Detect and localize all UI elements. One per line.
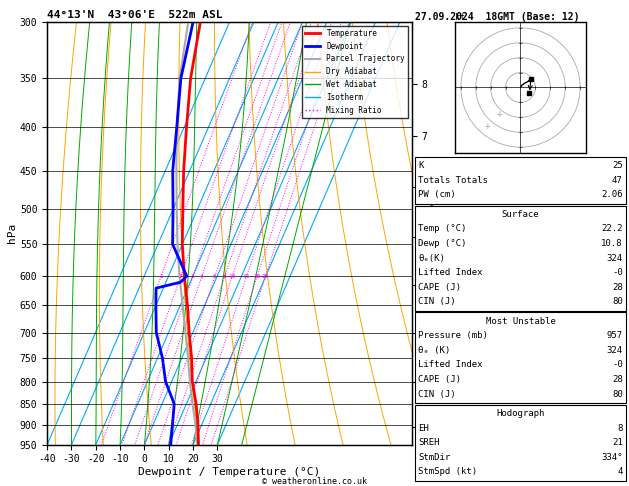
Text: 80: 80 (612, 297, 623, 306)
Text: 957: 957 (606, 331, 623, 340)
Text: PW (cm): PW (cm) (418, 191, 456, 199)
Legend: Temperature, Dewpoint, Parcel Trajectory, Dry Adiabat, Wet Adiabat, Isotherm, Mi: Temperature, Dewpoint, Parcel Trajectory… (302, 26, 408, 118)
Text: 4: 4 (200, 274, 204, 279)
Text: 2: 2 (179, 274, 182, 279)
Text: 334°: 334° (601, 453, 623, 462)
Text: SREH: SREH (418, 438, 440, 447)
Text: K: K (418, 161, 424, 170)
Text: -0: -0 (612, 361, 623, 369)
Text: Most Unstable: Most Unstable (486, 317, 555, 326)
Text: 324: 324 (606, 254, 623, 262)
Text: 1: 1 (159, 274, 163, 279)
Text: CAPE (J): CAPE (J) (418, 283, 461, 292)
Text: Mixing Ratio (g/kg): Mixing Ratio (g/kg) (426, 186, 436, 281)
Text: 10: 10 (228, 274, 236, 279)
Text: CAPE (J): CAPE (J) (418, 375, 461, 384)
Text: 80: 80 (612, 390, 623, 399)
Text: +: + (497, 109, 503, 120)
Text: 6: 6 (213, 274, 217, 279)
Y-axis label: hPa: hPa (7, 223, 17, 243)
Text: 22.2: 22.2 (601, 225, 623, 233)
Text: 8: 8 (223, 274, 226, 279)
Text: EH: EH (418, 424, 429, 433)
Text: 28: 28 (612, 283, 623, 292)
Text: +: + (485, 121, 491, 131)
Text: Temp (°C): Temp (°C) (418, 225, 467, 233)
Text: 27.09.2024  18GMT (Base: 12): 27.09.2024 18GMT (Base: 12) (415, 12, 580, 22)
Text: kt: kt (455, 13, 465, 22)
X-axis label: Dewpoint / Temperature (°C): Dewpoint / Temperature (°C) (138, 467, 321, 477)
Text: 28: 28 (612, 375, 623, 384)
Text: 20: 20 (253, 274, 261, 279)
Text: 47: 47 (612, 176, 623, 185)
Text: 2.06: 2.06 (601, 191, 623, 199)
Text: 21: 21 (612, 438, 623, 447)
Text: -0: -0 (612, 268, 623, 277)
Text: CIN (J): CIN (J) (418, 390, 456, 399)
Text: StmDir: StmDir (418, 453, 450, 462)
Y-axis label: km
ASL: km ASL (430, 212, 448, 233)
Text: 25: 25 (612, 161, 623, 170)
Text: θₑ(K): θₑ(K) (418, 254, 445, 262)
Text: Surface: Surface (502, 210, 539, 219)
Text: Pressure (mb): Pressure (mb) (418, 331, 488, 340)
Text: Dewp (°C): Dewp (°C) (418, 239, 467, 248)
Text: StmSpd (kt): StmSpd (kt) (418, 468, 477, 476)
Text: 10.8: 10.8 (601, 239, 623, 248)
Text: 8: 8 (617, 424, 623, 433)
Text: LCL: LCL (419, 377, 434, 386)
Text: CIN (J): CIN (J) (418, 297, 456, 306)
Text: 25: 25 (262, 274, 269, 279)
Text: 15: 15 (243, 274, 250, 279)
Text: Totals Totals: Totals Totals (418, 176, 488, 185)
Text: Lifted Index: Lifted Index (418, 361, 483, 369)
Text: θₑ (K): θₑ (K) (418, 346, 450, 355)
Text: 324: 324 (606, 346, 623, 355)
Text: © weatheronline.co.uk: © weatheronline.co.uk (262, 477, 367, 486)
Text: 3: 3 (191, 274, 194, 279)
Text: 4: 4 (617, 468, 623, 476)
Text: Lifted Index: Lifted Index (418, 268, 483, 277)
Text: 44°13'N  43°06'E  522m ASL: 44°13'N 43°06'E 522m ASL (47, 10, 223, 20)
Text: Hodograph: Hodograph (496, 409, 545, 418)
